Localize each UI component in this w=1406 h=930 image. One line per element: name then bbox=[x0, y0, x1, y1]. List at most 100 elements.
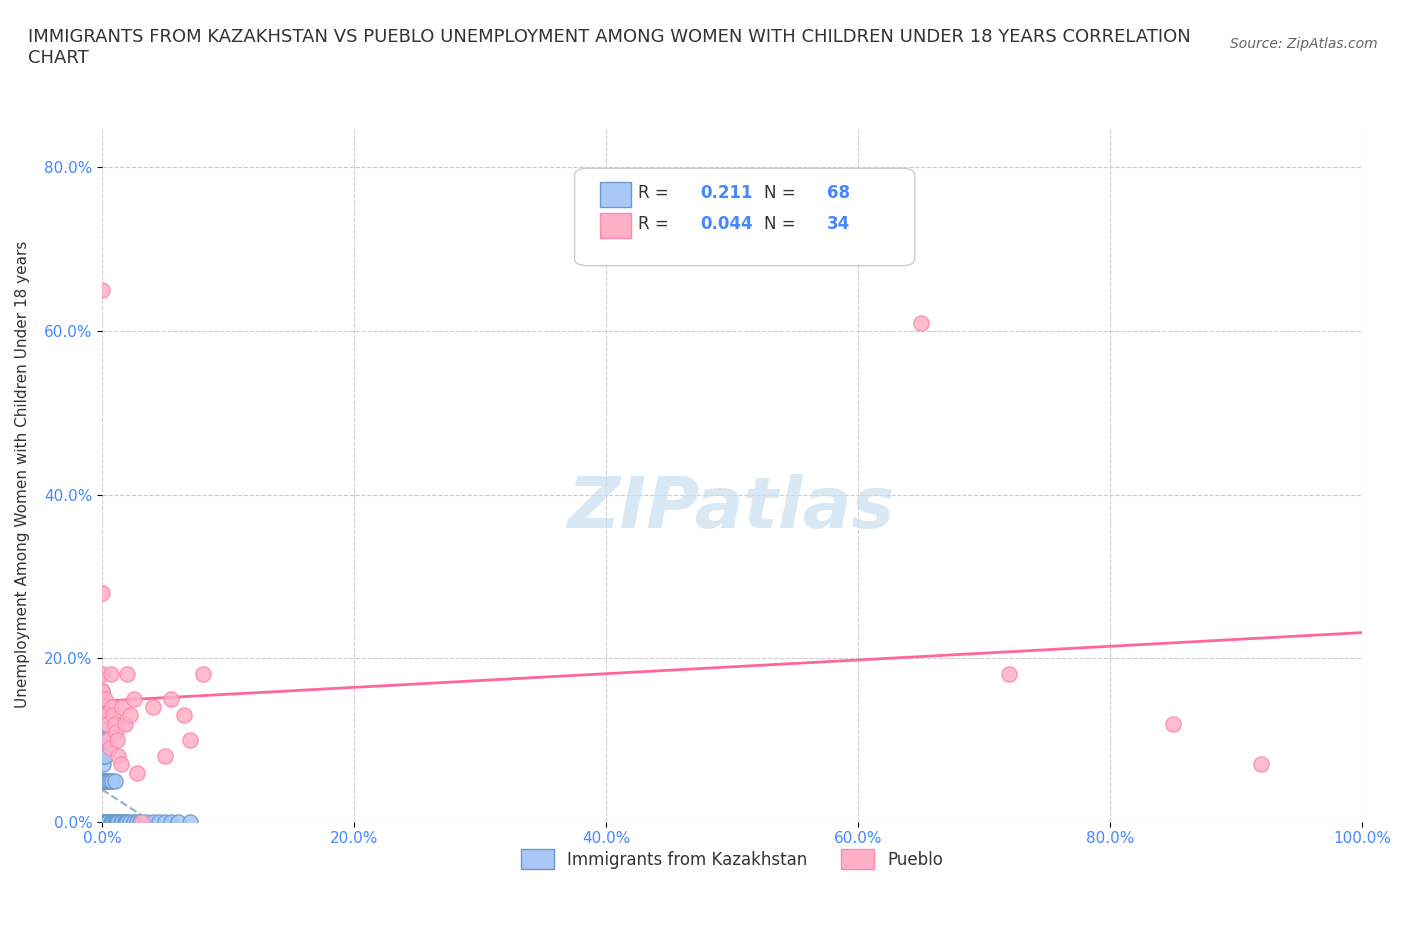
Point bbox=[91, 692, 114, 707]
Point bbox=[105, 815, 128, 830]
Point bbox=[94, 708, 117, 723]
Point bbox=[91, 815, 114, 830]
Point bbox=[110, 757, 132, 772]
Point bbox=[118, 708, 141, 723]
Point bbox=[91, 815, 114, 830]
Point bbox=[103, 815, 125, 830]
Point bbox=[98, 740, 121, 755]
Point bbox=[122, 692, 145, 707]
Point bbox=[91, 815, 114, 830]
Point bbox=[104, 716, 127, 731]
Point bbox=[910, 315, 932, 330]
Point bbox=[91, 733, 114, 748]
Text: R =: R = bbox=[637, 215, 673, 232]
Point bbox=[104, 815, 127, 830]
Point bbox=[129, 815, 152, 830]
Point bbox=[114, 716, 136, 731]
Point bbox=[91, 749, 114, 764]
Point bbox=[91, 815, 114, 830]
Point bbox=[96, 774, 118, 789]
Point bbox=[191, 667, 214, 682]
Text: 0.044: 0.044 bbox=[700, 215, 754, 232]
FancyBboxPatch shape bbox=[600, 182, 631, 206]
Point bbox=[1161, 716, 1184, 731]
Point bbox=[101, 774, 124, 789]
Point bbox=[111, 815, 134, 830]
FancyBboxPatch shape bbox=[600, 214, 631, 238]
Point bbox=[111, 699, 134, 714]
Text: 68: 68 bbox=[827, 183, 849, 202]
Point bbox=[160, 815, 183, 830]
Point bbox=[100, 667, 122, 682]
Point bbox=[107, 815, 129, 830]
Point bbox=[91, 815, 114, 830]
Point bbox=[91, 815, 114, 830]
Point bbox=[91, 283, 114, 298]
Point bbox=[118, 815, 141, 830]
Point bbox=[104, 774, 127, 789]
Point bbox=[141, 815, 163, 830]
Point bbox=[127, 815, 149, 830]
Point bbox=[110, 815, 132, 830]
Point bbox=[91, 708, 114, 723]
Text: IMMIGRANTS FROM KAZAKHSTAN VS PUEBLO UNEMPLOYMENT AMONG WOMEN WITH CHILDREN UNDE: IMMIGRANTS FROM KAZAKHSTAN VS PUEBLO UNE… bbox=[28, 28, 1191, 67]
Text: 0.211: 0.211 bbox=[700, 183, 754, 202]
Point bbox=[101, 699, 124, 714]
Point bbox=[91, 815, 114, 830]
Point bbox=[160, 692, 183, 707]
Legend: Immigrants from Kazakhstan, Pueblo: Immigrants from Kazakhstan, Pueblo bbox=[515, 843, 950, 876]
Point bbox=[97, 733, 120, 748]
Point bbox=[91, 774, 114, 789]
Point bbox=[153, 749, 176, 764]
Point bbox=[91, 815, 114, 830]
Point bbox=[135, 815, 157, 830]
Point bbox=[91, 815, 114, 830]
Point bbox=[97, 815, 120, 830]
FancyBboxPatch shape bbox=[575, 168, 915, 266]
Point bbox=[91, 684, 114, 698]
Point bbox=[115, 815, 138, 830]
Point bbox=[127, 765, 149, 780]
Point bbox=[93, 733, 115, 748]
Point bbox=[91, 774, 114, 789]
Point bbox=[100, 815, 122, 830]
Point bbox=[91, 733, 114, 748]
Point bbox=[101, 815, 124, 830]
Point bbox=[94, 774, 117, 789]
Point bbox=[179, 733, 201, 748]
Text: R =: R = bbox=[637, 183, 673, 202]
Point bbox=[96, 815, 118, 830]
Point bbox=[93, 749, 115, 764]
Point bbox=[91, 749, 114, 764]
Point bbox=[93, 815, 115, 830]
Point bbox=[114, 815, 136, 830]
Point bbox=[98, 774, 121, 789]
Point bbox=[96, 716, 118, 731]
Point bbox=[105, 733, 128, 748]
Point bbox=[91, 733, 114, 748]
Point bbox=[91, 684, 114, 698]
Point bbox=[91, 815, 114, 830]
Point bbox=[93, 749, 115, 764]
Point bbox=[166, 815, 188, 830]
Point bbox=[141, 699, 163, 714]
Text: 34: 34 bbox=[827, 215, 849, 232]
Point bbox=[122, 815, 145, 830]
Point bbox=[104, 815, 127, 830]
Text: N =: N = bbox=[763, 183, 800, 202]
Point bbox=[94, 815, 117, 830]
Point bbox=[1250, 757, 1272, 772]
Point bbox=[91, 699, 114, 714]
Point bbox=[97, 774, 120, 789]
Point bbox=[91, 585, 114, 600]
Text: N =: N = bbox=[763, 215, 800, 232]
Point bbox=[104, 724, 127, 739]
Point bbox=[93, 774, 115, 789]
Point bbox=[148, 815, 170, 830]
Point bbox=[117, 815, 139, 830]
Point bbox=[91, 667, 114, 682]
Point bbox=[91, 815, 114, 830]
Text: ZIPatlas: ZIPatlas bbox=[568, 474, 896, 543]
Y-axis label: Unemployment Among Women with Children Under 18 years: Unemployment Among Women with Children U… bbox=[15, 241, 30, 708]
Point bbox=[153, 815, 176, 830]
